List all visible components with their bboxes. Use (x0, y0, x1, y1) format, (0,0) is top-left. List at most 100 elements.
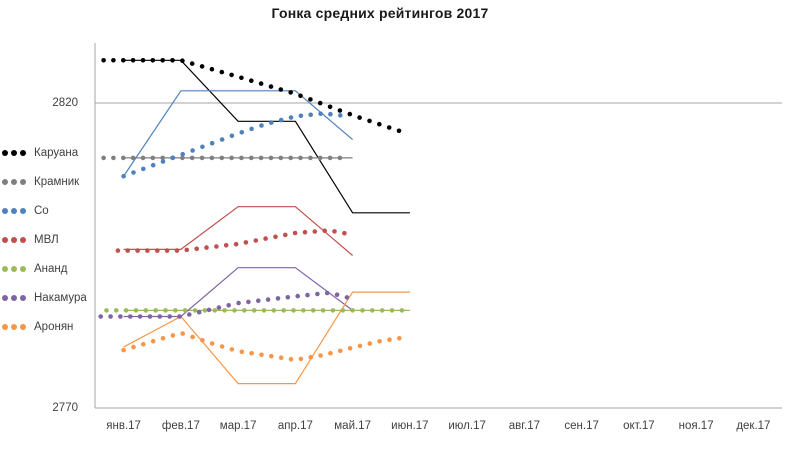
average-dot-nakamura (344, 295, 350, 300)
average-dot-caruana (209, 66, 215, 72)
average-dot-aronian (209, 341, 215, 346)
average-dot-so (269, 120, 274, 125)
average-dot-kramnik (317, 155, 323, 161)
average-dot-anand (242, 308, 247, 313)
average-dot-caruana (278, 87, 284, 92)
average-dot-anand (389, 308, 395, 313)
average-dot-nakamura (137, 314, 143, 319)
average-dot-aronian (338, 348, 343, 354)
average-dot-kramnik (189, 155, 195, 161)
x-tick-label-7: июл.17 (448, 420, 486, 432)
average-dot-so (150, 162, 156, 168)
average-dot-so (180, 151, 185, 157)
average-dot-aronian (318, 353, 323, 358)
average-dot-aronian (249, 351, 254, 356)
average-dot-mvl (283, 232, 288, 238)
average-dot-caruana (229, 72, 234, 78)
legend-dot (11, 178, 17, 185)
legend-item-kramnik: Крамник (2, 167, 87, 196)
average-dot-caruana (337, 108, 343, 113)
average-dot-so (278, 117, 284, 123)
average-dot-so (190, 148, 195, 153)
average-dot-caruana (150, 58, 156, 63)
legend-dot (2, 323, 8, 330)
average-dot-anand (350, 308, 355, 313)
average-dot-anand (163, 308, 168, 313)
average-dot-nakamura (216, 305, 222, 310)
average-dot-caruana (357, 115, 362, 120)
average-dot-nakamura (147, 314, 153, 319)
average-dot-so (160, 159, 166, 164)
legend-dot (11, 294, 17, 301)
average-dot-anand (173, 308, 178, 313)
average-dot-kramnik (268, 155, 274, 161)
average-dot-anand (330, 308, 336, 313)
legend-dot (20, 294, 26, 301)
average-dot-anand (143, 308, 149, 313)
series-dotted-average-anand (104, 308, 405, 313)
average-dot-caruana (298, 93, 303, 99)
average-dot-so (170, 155, 176, 161)
average-dot-caruana (140, 58, 146, 63)
average-dot-so (288, 115, 294, 120)
series-solid-line-so (123, 90, 353, 177)
legend-dot (2, 207, 8, 214)
chart-title: Гонка средних рейтингов 2017 (271, 5, 489, 21)
average-dot-caruana (160, 58, 165, 63)
average-dot-caruana (367, 118, 372, 124)
average-dot-kramnik (101, 155, 106, 161)
average-dot-nakamura (118, 314, 123, 319)
average-dot-kramnik (288, 155, 294, 161)
average-dot-nakamura (177, 314, 182, 319)
legend-dot (11, 149, 17, 156)
x-tick-label-12: дек.17 (736, 420, 771, 432)
average-dot-anand (192, 308, 198, 313)
average-dot-so (219, 137, 225, 142)
legend-dot (2, 294, 8, 301)
average-dot-nakamura (167, 314, 172, 319)
average-dot-nakamura (187, 312, 192, 317)
average-dot-kramnik (180, 155, 185, 161)
average-dot-mvl (292, 230, 298, 236)
legend-label-mvl: МВЛ (34, 233, 59, 246)
average-dot-so (141, 166, 146, 172)
average-dot-aronian (278, 355, 284, 361)
average-dot-mvl (204, 245, 209, 250)
average-dot-so (318, 111, 323, 116)
legend-dot (20, 178, 26, 185)
average-dot-mvl (155, 248, 160, 253)
average-dot-aronian (308, 354, 314, 360)
average-dot-so (298, 113, 304, 119)
average-dot-anand (301, 308, 306, 313)
average-dot-mvl (312, 229, 318, 234)
average-dot-aronian (357, 343, 363, 349)
average-dot-anand (340, 308, 346, 313)
average-dot-nakamura (324, 290, 330, 296)
series-solid-line-caruana (123, 59, 410, 214)
average-dot-caruana (258, 81, 264, 86)
average-dot-kramnik (337, 155, 343, 161)
average-dot-mvl (263, 236, 268, 241)
average-dot-aronian (347, 346, 353, 351)
average-dot-so (308, 112, 314, 118)
legend-dot (20, 236, 26, 243)
average-dot-mvl (145, 248, 150, 253)
average-dot-mvl (125, 248, 130, 253)
legend-item-anand: Ананд (2, 254, 87, 283)
average-dot-caruana (121, 58, 126, 63)
average-dot-anand (399, 308, 405, 313)
x-tick-label-4: апр.17 (277, 420, 313, 432)
average-dot-caruana (308, 97, 313, 102)
average-dot-nakamura (157, 314, 163, 319)
average-dot-aronian (269, 353, 274, 359)
average-dot-caruana (111, 58, 116, 63)
series-dotted-average-caruana (101, 58, 402, 134)
average-dot-caruana (327, 104, 333, 110)
average-dot-caruana (249, 78, 254, 83)
legend-label-aronian: Аронян (34, 320, 74, 333)
average-dot-caruana (347, 111, 353, 117)
average-dot-aronian (367, 341, 373, 346)
legend-dotted-marker-icon (2, 323, 29, 330)
